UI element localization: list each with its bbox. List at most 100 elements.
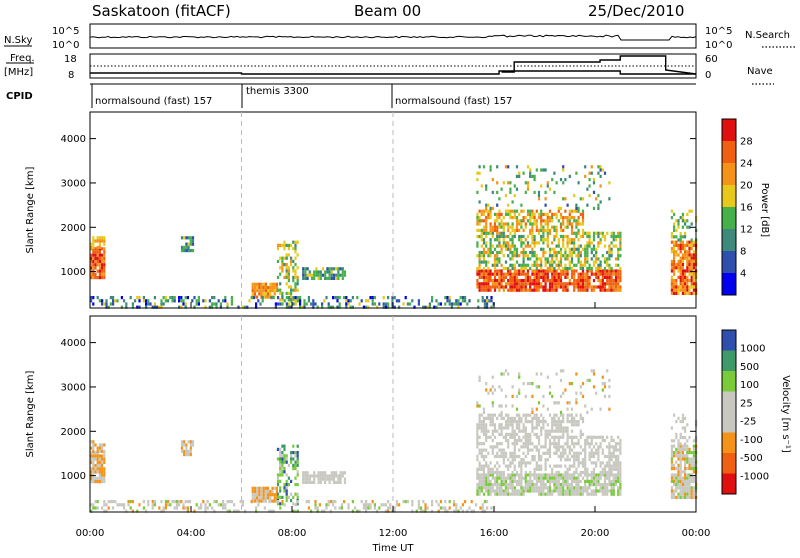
power-data-cell bbox=[590, 288, 593, 292]
power-data-cell bbox=[592, 238, 596, 242]
vel-data-cell bbox=[673, 492, 676, 496]
power-data-cell bbox=[367, 305, 370, 309]
power-data-cell bbox=[673, 253, 676, 257]
power-data-cell bbox=[677, 253, 680, 257]
vel-data-cell bbox=[686, 486, 689, 490]
vel-data-cell bbox=[222, 500, 225, 504]
power-data-cell bbox=[692, 279, 695, 283]
vel-data-cell bbox=[260, 489, 263, 494]
vel-data-cell bbox=[500, 426, 503, 430]
power-data-cell bbox=[382, 305, 385, 309]
power-data-cell bbox=[288, 305, 291, 309]
power-data-cell bbox=[303, 302, 306, 306]
power-data-cell bbox=[315, 267, 318, 271]
vel-data-cell bbox=[493, 423, 497, 427]
power-data-cell bbox=[617, 231, 620, 235]
vel-data-cell bbox=[504, 438, 508, 443]
vel-data-cell bbox=[518, 426, 521, 430]
power-data-cell bbox=[533, 216, 536, 220]
vel-data-cell bbox=[323, 509, 326, 513]
power-data-cell bbox=[537, 279, 541, 283]
power-data-cell bbox=[681, 275, 684, 279]
vel-data-cell bbox=[332, 503, 335, 507]
vel-data-cell bbox=[500, 410, 503, 414]
power-colorbar-swatch bbox=[722, 251, 736, 273]
power-data-cell bbox=[533, 241, 536, 245]
vel-data-cell bbox=[677, 476, 680, 480]
vel-data-cell bbox=[491, 483, 494, 487]
vel-data-cell bbox=[581, 432, 585, 436]
power-data-cell bbox=[540, 269, 543, 273]
power-data-cell bbox=[145, 305, 148, 309]
vel-data-cell bbox=[513, 473, 516, 477]
power-data-cell bbox=[94, 239, 97, 243]
vel-data-cell bbox=[109, 500, 112, 504]
power-data-cell bbox=[489, 222, 492, 226]
power-data-cell bbox=[103, 276, 106, 280]
vel-data-cell bbox=[339, 471, 342, 475]
power-data-cell bbox=[688, 263, 691, 267]
power-data-cell bbox=[485, 231, 488, 235]
vel-data-cell bbox=[476, 483, 479, 487]
power-data-cell bbox=[679, 247, 682, 251]
vel-data-cell bbox=[498, 492, 501, 496]
vel-data-cell bbox=[524, 394, 527, 398]
nsearch-label: N.Search bbox=[745, 30, 790, 41]
power-data-cell bbox=[546, 266, 549, 271]
power-data-cell bbox=[568, 238, 571, 242]
power-data-cell bbox=[504, 241, 508, 245]
vel-data-cell bbox=[491, 375, 494, 379]
vel-data-cell bbox=[566, 458, 569, 462]
vel-data-cell bbox=[614, 461, 618, 465]
power-data-cell bbox=[597, 206, 600, 210]
power-data-cell bbox=[504, 194, 508, 198]
vel-data-cell bbox=[455, 506, 458, 510]
power-data-cell bbox=[570, 216, 574, 220]
power-data-cell bbox=[542, 250, 545, 255]
power-data-cell bbox=[509, 247, 512, 251]
power-data-cell bbox=[260, 282, 263, 286]
power-data-cell bbox=[614, 238, 618, 242]
vel-data-cell bbox=[529, 486, 532, 490]
vel-data-cell bbox=[215, 500, 218, 504]
vel-data-cell bbox=[285, 454, 288, 458]
power-data-cell bbox=[681, 225, 684, 229]
power-data-cell bbox=[256, 285, 259, 290]
power-data-cell bbox=[285, 305, 288, 309]
power-data-cell bbox=[537, 275, 541, 279]
power-data-cell bbox=[564, 250, 567, 255]
power-data-cell bbox=[244, 305, 247, 309]
power-data-cell bbox=[328, 270, 331, 274]
vel-data-cell bbox=[493, 388, 497, 392]
power-data-cell bbox=[617, 272, 620, 276]
vel-data-cell bbox=[504, 451, 508, 455]
power-data-cell bbox=[581, 275, 585, 279]
vel-data-cell bbox=[531, 458, 534, 462]
power-data-cell bbox=[101, 253, 104, 257]
vel-data-cell bbox=[317, 474, 320, 478]
power-data-cell bbox=[324, 273, 327, 277]
power-data-cell bbox=[597, 171, 600, 175]
power-data-cell bbox=[535, 279, 538, 283]
power-data-cell bbox=[224, 299, 227, 303]
power-data-cell bbox=[524, 250, 527, 255]
vel-data-cell bbox=[507, 445, 510, 449]
vel-data-cell bbox=[673, 463, 676, 467]
power-data-cell bbox=[548, 285, 552, 289]
vel-data-cell bbox=[478, 420, 481, 424]
power-data-cell bbox=[276, 288, 280, 292]
power-data-cell bbox=[619, 288, 622, 292]
power-data-cell bbox=[577, 285, 580, 289]
power-data-cell bbox=[603, 275, 607, 279]
power-data-cell bbox=[573, 231, 576, 235]
vel-data-cell bbox=[533, 454, 536, 459]
power-data-cell bbox=[290, 256, 293, 260]
vel-data-cell bbox=[535, 486, 538, 490]
vel-data-cell bbox=[568, 445, 571, 449]
power-data-cell bbox=[686, 263, 689, 267]
vel-data-cell bbox=[96, 500, 99, 504]
vel-data-cell bbox=[562, 426, 565, 430]
vel-data-cell bbox=[94, 451, 97, 455]
power-data-cell bbox=[677, 238, 680, 242]
vel-data-cell bbox=[482, 476, 486, 480]
